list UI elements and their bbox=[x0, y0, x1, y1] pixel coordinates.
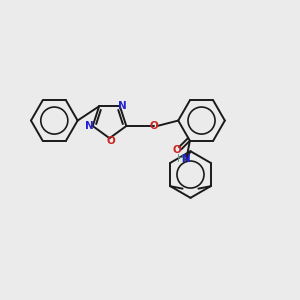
Text: H: H bbox=[177, 154, 184, 164]
Text: O: O bbox=[150, 121, 159, 130]
Text: O: O bbox=[106, 136, 115, 146]
Text: N: N bbox=[118, 101, 127, 111]
Text: N: N bbox=[85, 121, 94, 131]
Text: O: O bbox=[172, 145, 181, 155]
Text: N: N bbox=[182, 154, 191, 164]
